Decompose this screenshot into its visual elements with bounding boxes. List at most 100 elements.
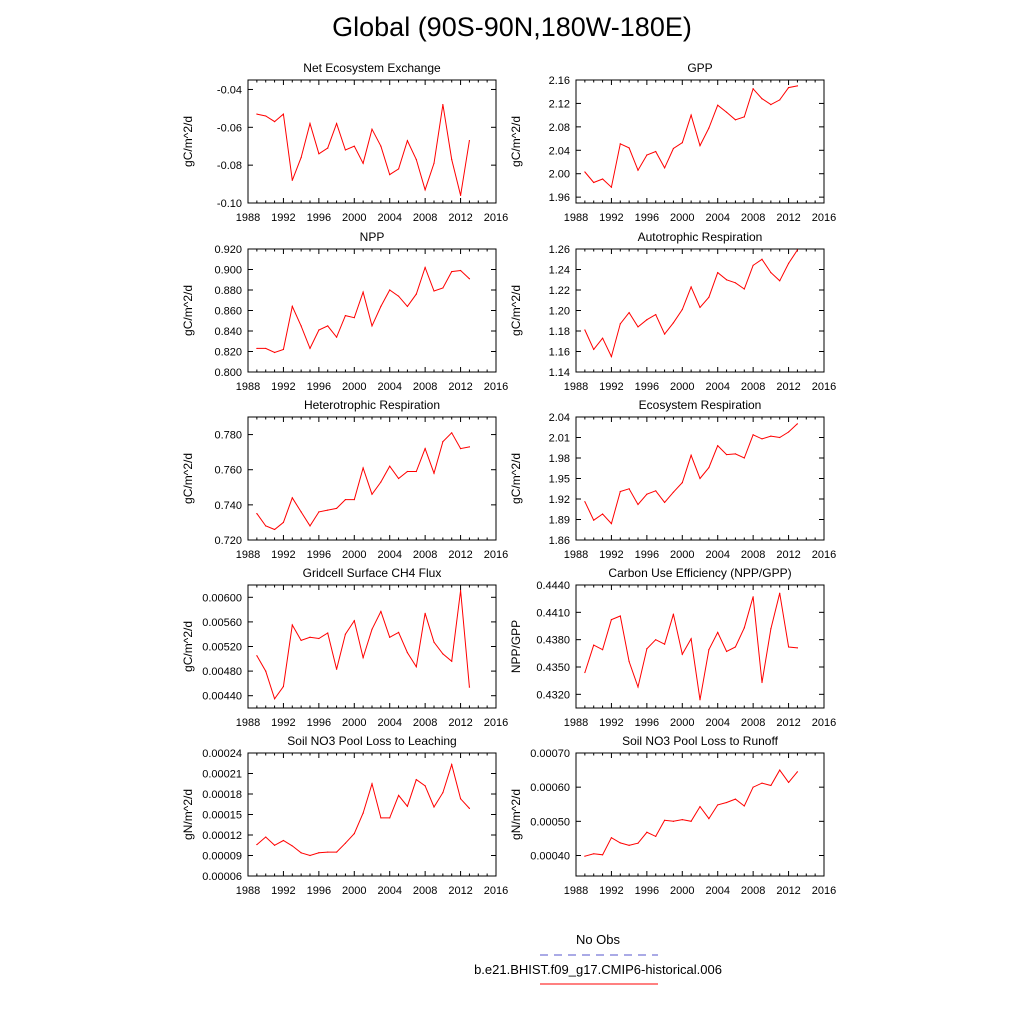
chart-title: Ecosystem Respiration: [639, 398, 762, 412]
data-point: [318, 511, 320, 513]
data-point: [663, 501, 666, 504]
data-point: [353, 317, 355, 319]
y-tick-label: 0.840: [214, 326, 242, 338]
data-point: [433, 290, 435, 292]
y-tick-label: 0.00018: [202, 789, 242, 801]
y-tick-label: 0.00060: [530, 782, 570, 794]
data-point: [779, 99, 781, 101]
data-point: [690, 114, 692, 116]
x-tick-label: 2004: [705, 381, 729, 393]
data-point: [256, 513, 258, 515]
data-point: [690, 286, 692, 288]
x-tick-label: 2008: [413, 549, 437, 561]
chart-panel: Heterotrophic Respiration gC/m^2/d 1988 199…: [181, 398, 508, 561]
data-point: [380, 481, 382, 483]
data-point: [309, 636, 311, 638]
x-tick-label: 1996: [307, 717, 331, 729]
data-point: [601, 178, 604, 180]
x-tick-label: 2012: [448, 549, 472, 561]
data-point: [442, 653, 444, 655]
data-point: [415, 666, 417, 668]
data-point: [655, 314, 657, 316]
x-tick-label: 1996: [307, 549, 331, 561]
data-point: [637, 503, 639, 506]
x-tick-label: 2012: [448, 885, 472, 897]
data-point: [690, 638, 692, 640]
chart-panel: NPP gC/m^2/d 1988 1992 1996 2000 2004 2008 2012 2…: [181, 230, 508, 393]
x-tick-label: 2008: [741, 885, 765, 897]
y-tick-label: 1.95: [549, 474, 570, 486]
x-tick-label: 2008: [741, 717, 765, 729]
data-point: [291, 624, 293, 626]
data-point: [796, 771, 799, 773]
data-point: [672, 322, 675, 324]
data-point: [389, 817, 391, 819]
data-point: [681, 142, 683, 144]
data-point: [725, 801, 728, 804]
y-tick-label: 0.00480: [202, 666, 242, 678]
data-point: [655, 639, 657, 641]
data-point: [743, 805, 745, 807]
x-tick-label: 1988: [236, 549, 260, 561]
y-tick-label: 1.24: [549, 265, 570, 277]
x-tick-label: 2012: [776, 212, 800, 224]
x-tick-label: 2008: [413, 885, 437, 897]
y-axis-label: gC/m^2/d: [181, 453, 195, 504]
data-point: [335, 507, 338, 509]
data-point: [424, 785, 426, 787]
y-tick-label: 0.4350: [536, 662, 570, 674]
data-point: [770, 628, 772, 630]
x-tick-label: 2016: [812, 549, 836, 561]
data-point: [619, 490, 621, 493]
data-point: [309, 122, 311, 125]
data-point: [672, 147, 675, 150]
y-tick-label: 1.20: [549, 306, 570, 318]
data-point: [690, 454, 692, 456]
chart-title: Carbon Use Efficiency (NPP/GPP): [608, 566, 791, 580]
data-point: [637, 686, 639, 688]
x-tick-label: 1988: [236, 381, 260, 393]
y-tick-label: 0.00050: [530, 816, 570, 828]
y-axis-label: gC/m^2/d: [181, 285, 195, 336]
data-point: [256, 843, 258, 846]
x-tick-label: 2000: [342, 549, 366, 561]
data-point: [459, 269, 462, 272]
x-tick-label: 2004: [377, 717, 401, 729]
data-point: [787, 431, 790, 433]
data-point: [708, 296, 710, 298]
y-tick-label: 1.92: [549, 494, 570, 506]
data-point: [380, 817, 382, 819]
data-point: [424, 448, 426, 450]
chart-title: Heterotrophic Respiration: [304, 398, 440, 412]
data-point: [646, 648, 648, 650]
data-point: [318, 329, 320, 331]
data-point: [725, 453, 728, 456]
data-point: [610, 356, 613, 358]
data-point: [380, 610, 382, 613]
data-point: [770, 435, 772, 437]
x-tick-label: 2000: [670, 549, 694, 561]
data-point: [273, 844, 276, 846]
data-point: [655, 490, 657, 492]
y-tick-label: 0.780: [214, 430, 242, 442]
x-tick-label: 1988: [564, 212, 588, 224]
data-point: [717, 271, 719, 274]
data-point: [397, 295, 400, 297]
x-tick-label: 1996: [307, 885, 331, 897]
data-point: [442, 104, 444, 106]
chart-title: Soil NO3 Pool Loss to Leaching: [287, 734, 456, 748]
data-point: [300, 325, 302, 327]
x-tick-label: 1996: [307, 212, 331, 224]
x-tick-label: 2016: [812, 212, 836, 224]
data-point: [770, 271, 772, 274]
data-point: [468, 807, 471, 809]
y-axis-label: gC/m^2/d: [509, 285, 523, 336]
data-point: [717, 804, 719, 806]
legend-model-label: b.e21.BHIST.f09_g17.CMIP6-historical.006: [474, 962, 722, 977]
data-point: [415, 470, 417, 473]
data-point: [619, 842, 621, 844]
data-point: [451, 158, 453, 161]
data-point: [779, 436, 781, 439]
data-point: [265, 836, 267, 838]
